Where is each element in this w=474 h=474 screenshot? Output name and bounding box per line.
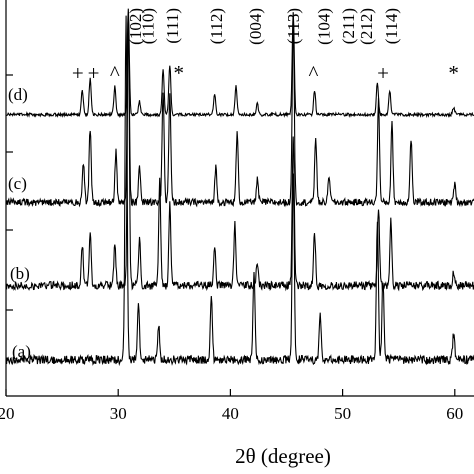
peak-label: (204): [472, 8, 474, 45]
phase-marker: ^: [308, 61, 318, 85]
x-tick-label: 20: [0, 404, 15, 423]
spectrum-line: [5, 8, 474, 119]
series-label: (c): [8, 174, 27, 193]
spectrum-line: [5, 15, 474, 367]
x-ticks: 20 30 40 50 60: [0, 389, 463, 423]
phase-marker: *: [448, 61, 459, 85]
phase-marker: ^: [110, 61, 120, 85]
peak-label: (110): [138, 8, 157, 44]
phase-markers: + + ^ * ^ + *: [72, 61, 459, 85]
spectrum-line: [5, 16, 474, 208]
peak-labels: (102)(110) (111) (112) (004) (113) (104) (211)…: [126, 8, 474, 45]
spectrum-line: [5, 20, 474, 292]
phase-marker: +: [72, 61, 84, 85]
peak-label: (111): [163, 8, 182, 44]
x-tick-label: 30: [110, 404, 127, 423]
peak-label: (212): [357, 8, 376, 45]
peak-label: (114): [382, 8, 401, 44]
x-tick-label: 50: [334, 404, 351, 423]
peak-label: (104): [315, 8, 334, 45]
series-labels: (a) (b) (c) (d): [8, 85, 31, 361]
y-ticks: [6, 74, 13, 311]
series-label: (a): [12, 342, 31, 361]
series-label: (b): [10, 264, 30, 283]
peak-label: (211): [339, 8, 358, 44]
x-tick-label: 40: [222, 404, 239, 423]
peak-label: (113): [284, 8, 303, 44]
spectra-group: [5, 8, 474, 367]
phase-marker: +: [377, 61, 389, 85]
phase-marker: +: [88, 61, 100, 85]
peak-label: (102): [126, 8, 145, 45]
peak-label: (112): [207, 8, 226, 44]
x-tick-label: 60: [446, 404, 463, 423]
phase-marker: *: [174, 61, 185, 85]
x-axis-title: 2θ (degree): [235, 444, 331, 468]
peak-label: (004): [246, 8, 265, 45]
series-label: (d): [8, 85, 28, 104]
